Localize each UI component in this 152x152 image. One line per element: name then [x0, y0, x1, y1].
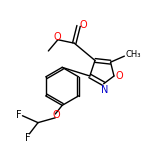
- Text: F: F: [16, 110, 21, 120]
- Text: O: O: [53, 32, 61, 42]
- Text: F: F: [25, 133, 30, 143]
- Text: O: O: [79, 19, 87, 29]
- Text: CH₃: CH₃: [125, 50, 141, 59]
- Text: O: O: [52, 110, 60, 120]
- Text: N: N: [101, 85, 108, 95]
- Text: O: O: [116, 71, 123, 81]
